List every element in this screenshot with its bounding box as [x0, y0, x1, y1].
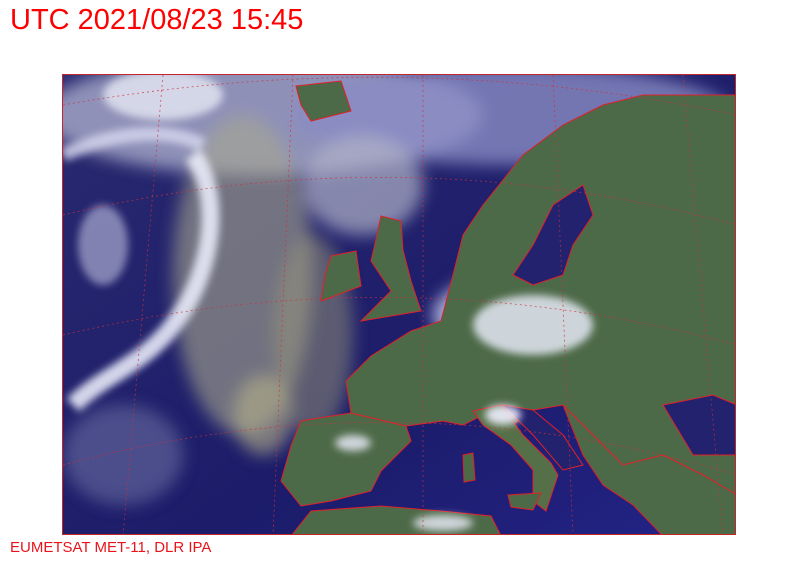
iceland: [295, 80, 352, 122]
baltic-sea: [512, 184, 594, 286]
balkans: [562, 404, 735, 534]
adriatic-sea: [501, 404, 584, 471]
landmasses: [280, 80, 735, 534]
inland-seas: [501, 184, 735, 471]
bright-clouds: [63, 75, 593, 531]
satellite-image: [62, 74, 736, 535]
black-sea: [662, 394, 735, 456]
iberia: [280, 412, 412, 507]
satellite-map-svg: [63, 75, 735, 534]
great-britain: [359, 215, 422, 322]
italy: [472, 404, 559, 512]
graticule: [63, 75, 735, 534]
ireland: [320, 250, 362, 302]
sicily: [507, 492, 542, 511]
sardinia: [462, 452, 476, 483]
timestamp-title: UTC 2021/08/23 15:45: [10, 4, 304, 36]
image-credit: EUMETSAT MET-11, DLR IPA: [10, 539, 212, 556]
